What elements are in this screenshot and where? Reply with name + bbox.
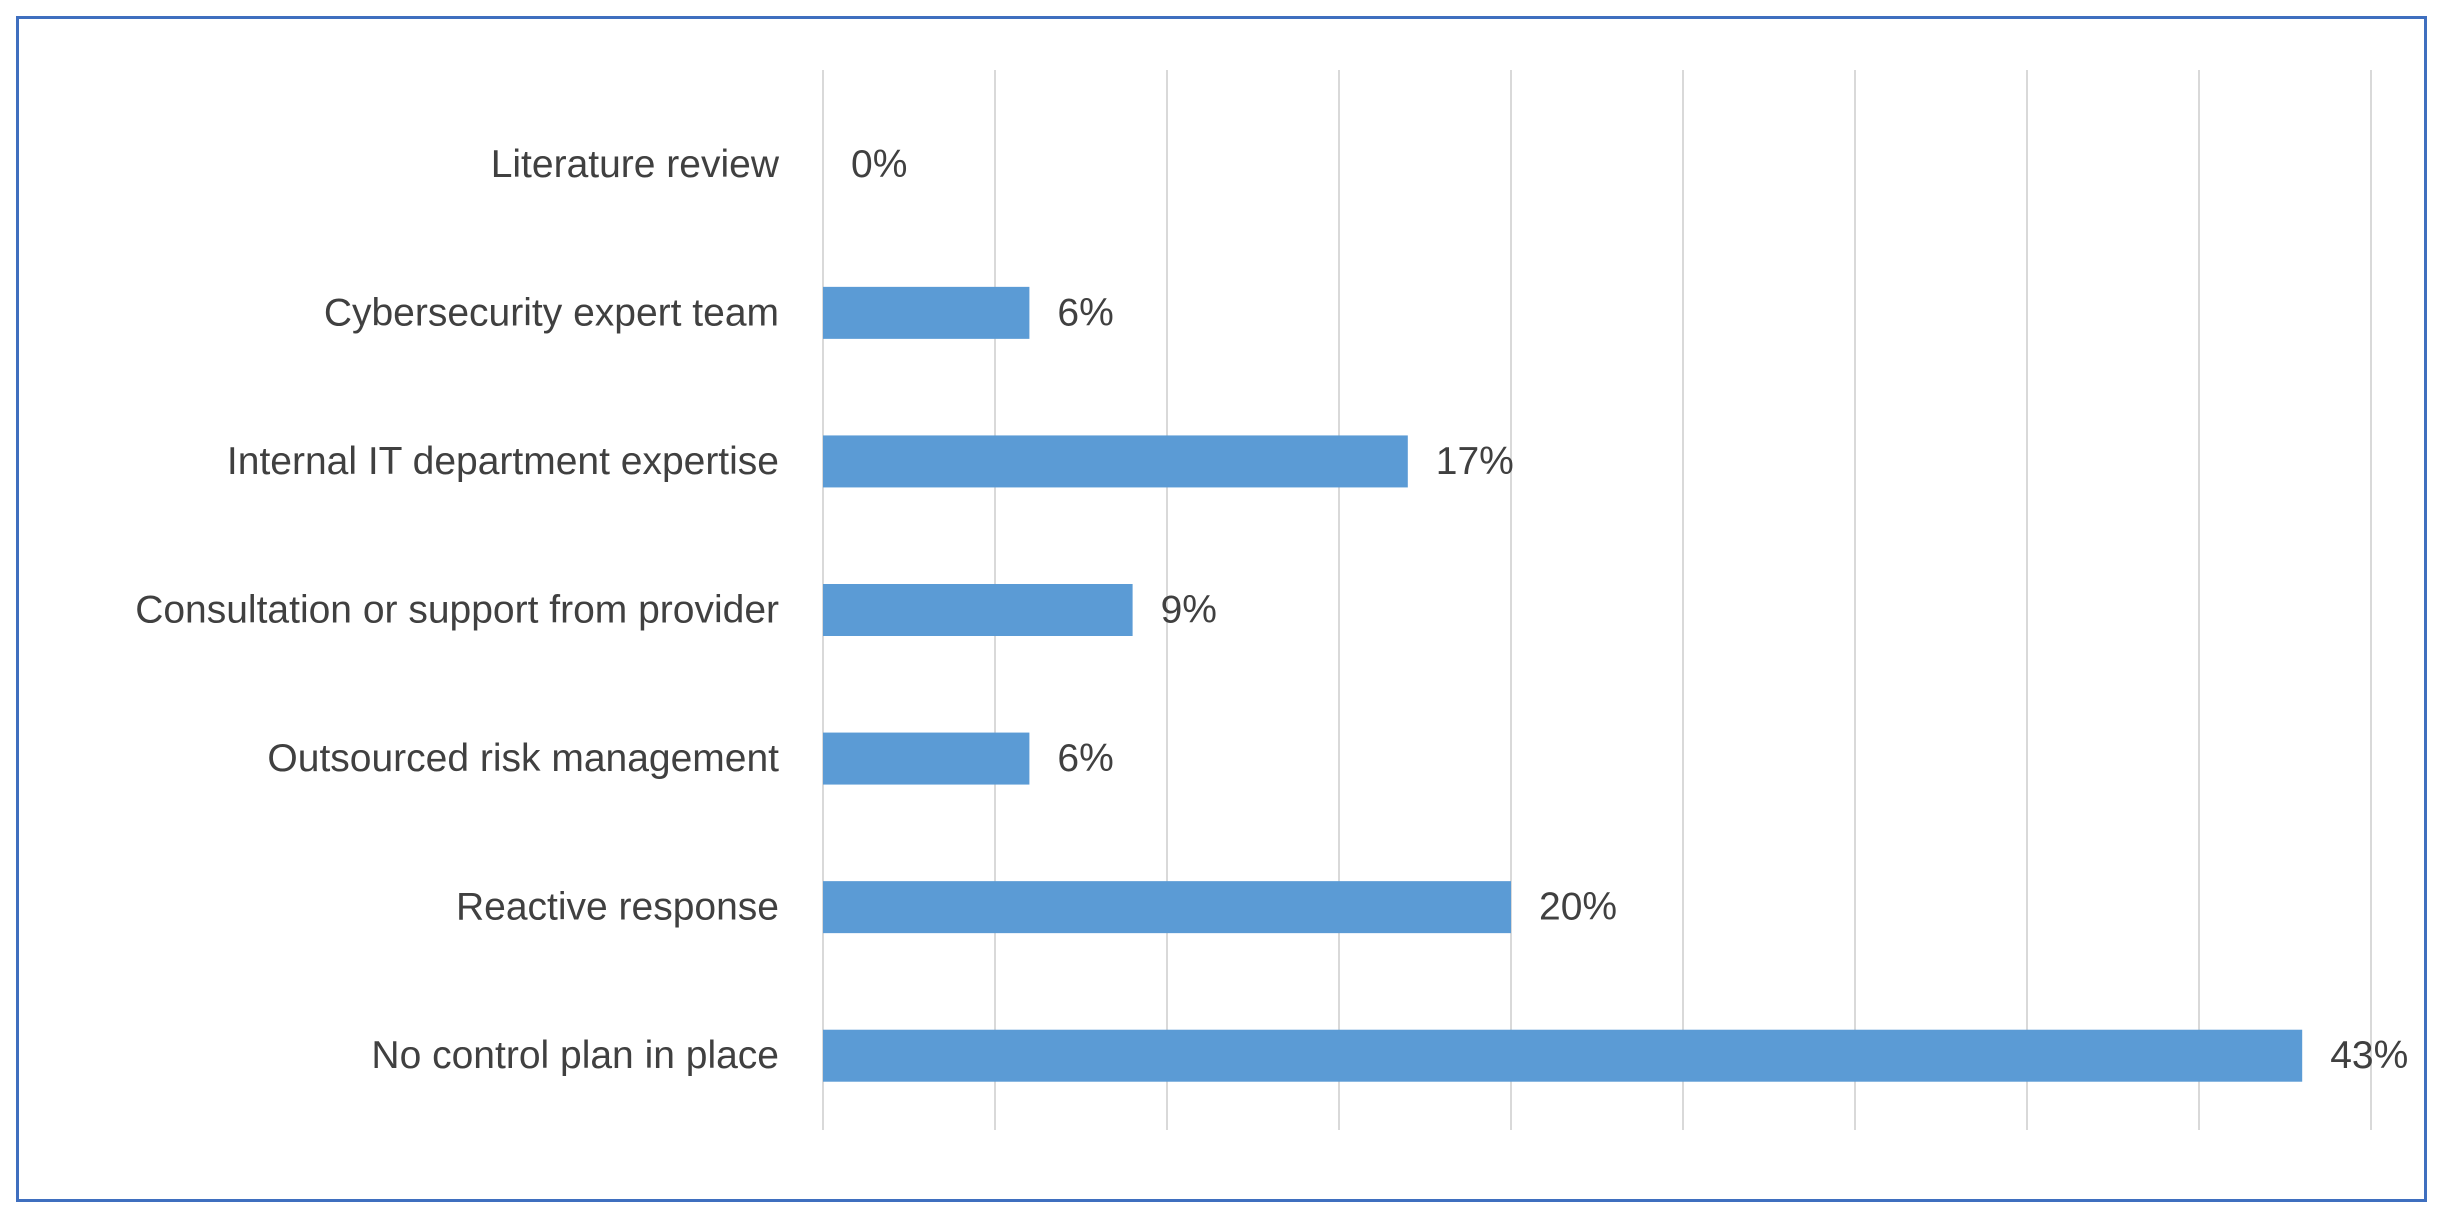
bars [823, 286, 2303, 1082]
category-labels: Literature review Cybersecurity expert te… [135, 143, 780, 1077]
value-label: 6% [1057, 291, 1113, 334]
value-labels: 0% 6% 17% 9% 6% 20% 43% [851, 143, 2408, 1077]
category-label: Outsourced risk management [267, 737, 779, 780]
value-label: 0% [851, 143, 907, 186]
bar [823, 881, 1511, 934]
category-label: Consultation or support from provider [135, 589, 779, 632]
category-label: No control plan in place [371, 1034, 779, 1077]
bar [823, 435, 1408, 488]
bar [823, 584, 1133, 636]
category-label: Cybersecurity expert team [324, 291, 779, 334]
category-label: Reactive response [456, 886, 779, 929]
gridlines [822, 70, 2372, 1130]
value-label: 20% [1539, 886, 1617, 929]
value-label: 43% [2330, 1034, 2408, 1077]
value-label: 6% [1057, 737, 1113, 780]
value-label: 17% [1436, 440, 1514, 483]
category-label: Internal IT department expertise [227, 440, 779, 483]
bar [823, 732, 1030, 785]
category-label: Literature review [491, 143, 780, 186]
bar [823, 1029, 2303, 1082]
bar [823, 286, 1030, 339]
value-label: 9% [1161, 589, 1217, 632]
chart-frame [16, 16, 2427, 1202]
